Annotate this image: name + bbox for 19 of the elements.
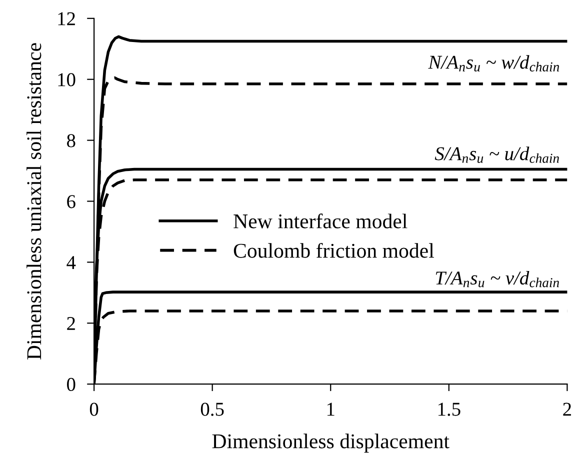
y-axis-title: Dimensionless uniaxial soil resistance [26, 43, 42, 360]
y-tick-label: 8 [67, 134, 76, 148]
x-tick-label: 0 [90, 402, 98, 416]
legend-label: New interface model [234, 214, 408, 228]
annotation: T/A$_{n}$s$_{u}$ ~ v/d$_{chain}$ [436, 270, 559, 288]
y-tick-label: 6 [67, 195, 76, 208]
x-tick-label: 0.5 [200, 402, 224, 416]
y-tick-label: 12 [58, 12, 75, 26]
y-tick-label: 10 [58, 73, 76, 86]
y-tick-label: 0 [67, 378, 76, 392]
legend-label: Coulomb friction model [234, 242, 434, 258]
annotation: S/A$_{n}$s$_{u}$ ~ u/d$_{chain}$ [434, 146, 559, 163]
x-axis-title: Dimensionless displacement [212, 434, 450, 453]
y-tick-label: 4 [66, 256, 76, 269]
x-tick-label: 1.5 [438, 402, 460, 416]
x-tick-label: 1 [327, 402, 334, 416]
annotation: N/A$_{n}$s$_{u}$ ~ w/d$_{chain}$ [428, 55, 560, 72]
y-tick-label: 2 [67, 317, 75, 330]
x-tick-label: 2 [563, 402, 571, 416]
